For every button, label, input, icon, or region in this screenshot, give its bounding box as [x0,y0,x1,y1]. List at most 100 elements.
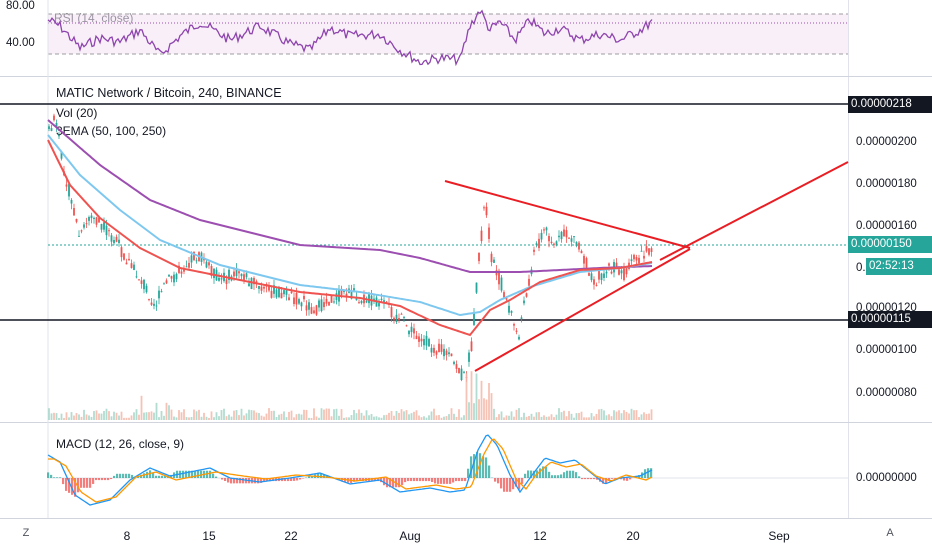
volume-bar [575,413,578,420]
volume-bar [103,410,105,420]
macd-histogram-bar [263,478,266,482]
zoom-button[interactable]: Z [22,527,30,539]
volume-bar [540,416,543,420]
macd-histogram-bar [389,478,392,488]
candle-body [588,273,590,276]
candle-body [553,243,555,245]
macd-histogram-bar [647,468,650,478]
volume-bar [343,417,345,420]
candle-body [208,262,210,266]
volume-bar [75,413,78,420]
volume-bar [93,411,95,420]
volume-bar [140,395,143,420]
volume-bar [255,412,258,420]
time-axis-separator [0,518,932,519]
volume-bar [265,413,268,420]
volume-bar [520,417,523,420]
auto-scale-button[interactable]: A [886,527,894,539]
candle-body [328,301,330,306]
volume-bar [48,408,50,420]
volume-bar [273,410,275,420]
volume-bar [310,417,313,420]
macd-separator [0,422,932,423]
macd-histogram-bar [422,478,425,482]
macd-histogram-bar [446,478,449,484]
volume-bar [615,411,618,420]
volume-bar [275,416,278,420]
candle-body [275,289,278,298]
candle-body [595,284,598,286]
volume-bar [80,416,83,420]
candle-body [128,258,130,261]
volume-bar [53,412,55,420]
candle-body [615,262,618,267]
candle-body [140,280,143,284]
volume-bar [423,416,425,420]
volume-bar [618,410,620,420]
volume-bar [58,417,60,420]
volume-bar [398,412,400,420]
volume-bar [95,410,98,420]
candle-body [55,123,58,128]
volume-bar [198,409,200,420]
price-tick: 0.00000080 [856,387,917,399]
volume-bar [400,409,403,420]
macd-histogram-bar [77,478,80,493]
volume-bar [485,399,488,420]
candle-body [313,310,315,314]
macd-histogram-bar [509,478,512,492]
candle-body [548,235,550,242]
candle-body [240,273,243,277]
volume-bar [548,416,550,420]
macd-histogram-bar [410,478,413,482]
candle-body [78,235,80,237]
candle-body [438,343,440,352]
macd-histogram-bar [161,475,164,478]
macd-histogram-bar [575,472,578,478]
volume-bar [245,413,248,420]
macd-histogram-bar [443,478,446,484]
candle-body [155,305,158,307]
candle-body [365,300,368,303]
macd-histogram-bar [437,478,440,484]
volume-bar [415,410,418,420]
volume-bar [583,417,585,420]
macd-histogram-bar [386,478,389,488]
candle-body [138,279,140,281]
volume-bar [123,417,125,420]
volume-bar [580,411,583,420]
volume-bar [558,408,560,420]
macd-histogram-bar [89,478,92,488]
candle-body [408,330,410,335]
macd-histogram-bar [71,478,74,495]
candle-body [480,230,483,242]
volume-bar [270,410,273,420]
macd-axis[interactable] [848,423,932,518]
volume-bar [230,416,233,420]
candle-body [170,276,173,279]
macd-histogram-bar [101,478,104,481]
volume-bar [493,408,495,420]
volume-bar [220,410,223,420]
candle-body [273,285,275,294]
macd-histogram-bar [113,475,116,478]
signal-line [48,438,653,503]
rsi-axis[interactable] [848,0,932,76]
macd-histogram-bar [92,478,95,484]
macd-histogram-bar [125,473,128,478]
candle-body [528,278,530,286]
macd-histogram-bar [470,456,473,478]
candle-body [358,302,360,304]
volume-bar [570,413,573,420]
candle-body [113,240,115,244]
volume-bar [528,415,530,420]
candle-body [108,230,110,232]
macd-histogram-bar [107,478,110,481]
volume-bar [288,411,290,420]
candle-body [278,288,280,298]
volume-bar [295,414,298,420]
candle-body [165,280,168,284]
volume-bar [513,416,515,420]
candle-body [500,277,503,291]
candle-body [415,335,418,340]
